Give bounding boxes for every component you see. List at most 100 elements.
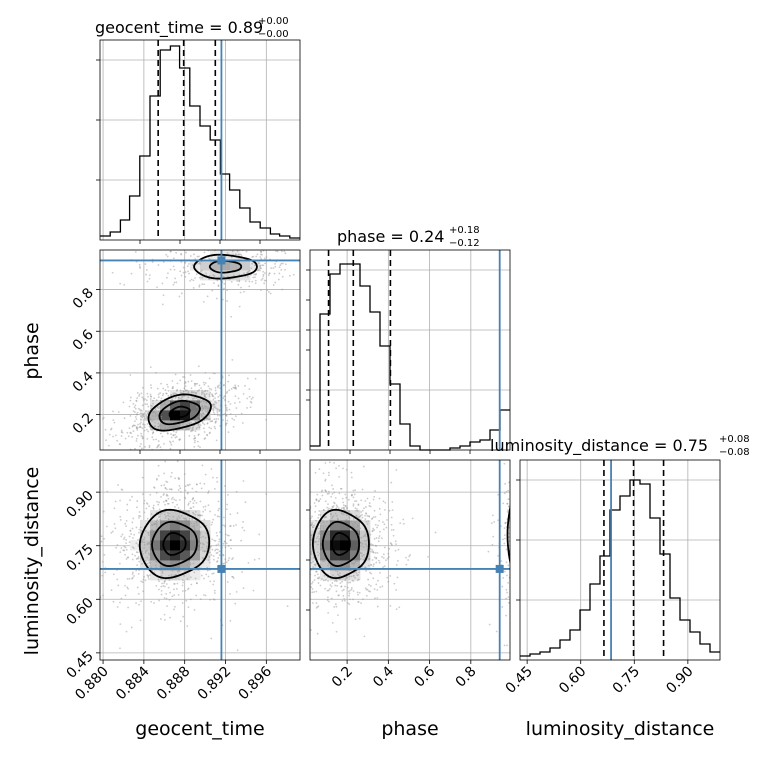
panel-geocent-time-vs-luminosity-distance-sample-point [163,597,166,599]
panel-phase-vs-luminosity-distance-sample-point [530,571,532,573]
panel-phase-vs-luminosity-distance-sample-point [387,580,390,583]
panel-geocent-time-vs-phase-sample-point [141,404,144,407]
panel-geocent-time-vs-luminosity-distance-sample-point [160,484,163,487]
panel-geocent-time-vs-phase-sample-point [129,396,132,399]
panel-geocent-time-vs-luminosity-distance-sample-point [184,589,187,592]
panel-phase-vs-luminosity-distance-sample-point [361,516,364,519]
panel-geocent-time-vs-phase-sample-point [198,415,201,418]
panel-geocent-time-vs-phase-sample-point [264,262,267,265]
panel-phase-vs-luminosity-distance-sample-point [510,561,512,563]
panel-phase-vs-luminosity-distance-sample-point [508,425,510,427]
panel-geocent-time-vs-phase-sample-point [62,421,64,423]
panel-geocent-time-vs-luminosity-distance-sample-point [180,515,183,517]
panel-phase-vs-luminosity-distance-sample-point [348,510,351,513]
panel-geocent-time-vs-luminosity-distance-sample-point [215,548,218,551]
panel-geocent-time-vs-phase-sample-point [206,389,209,392]
panel-geocent-time-vs-luminosity-distance-sample-point [235,591,238,593]
panel-geocent-time-vs-luminosity-distance-sample-point [191,525,194,528]
panel-phase-vs-luminosity-distance-sample-point [330,495,333,498]
panel-phase-vs-luminosity-distance-sample-point [296,493,298,495]
panel-phase-vs-luminosity-distance-sample-point [362,546,365,548]
panel-phase-vs-luminosity-distance-sample-point [317,582,320,584]
panel-phase-vs-luminosity-distance-sample-point [506,502,509,505]
panel-geocent-time-vs-phase-density-bin [180,400,191,411]
panel-geocent-time-vs-luminosity-distance-sample-point [197,529,200,532]
panel-geocent-time-vs-phase-sample-point [140,421,142,424]
panel-geocent-time-vs-phase-sample-point [251,280,254,283]
panel-geocent-time-vs-phase-sample-point [225,392,228,394]
panel-geocent-time-vs-phase-sample-point [154,425,157,428]
panel-geocent-time-vs-phase-contour-0-0 [168,405,191,420]
panel-phase-vs-luminosity-distance-sample-point [324,478,327,481]
panel-phase-vs-luminosity-distance-sample-point [386,518,388,521]
panel-geocent-time-vs-phase-density-bin [230,260,241,271]
panel-phase-vs-luminosity-distance-sample-point [318,552,321,555]
panel-phase-vs-luminosity-distance-sample-point [390,516,393,519]
panel-geocent-time-vs-phase-sample-point [149,395,152,398]
panel-phase-vs-luminosity-distance-sample-point [342,506,345,509]
panel-geocent-time-vs-luminosity-distance-sample-point [194,577,197,580]
panel-phase-vs-luminosity-distance-sample-point [322,555,324,558]
panel-phase-vs-luminosity-distance-sample-point [317,527,319,530]
panel-geocent-time-vs-phase-sample-point [276,250,279,253]
panel-geocent-time-vs-phase-sample-point [200,393,203,396]
panel-phase-vs-luminosity-distance-sample-point [525,559,527,561]
panel-geocent-time-vs-luminosity-distance-density-bin [160,550,171,561]
panel-phase-vs-luminosity-distance-sample-point [368,502,371,505]
panel-phase-vs-luminosity-distance-sample-point [304,497,306,499]
panel-geocent-time-vs-luminosity-distance-sample-point [112,600,115,603]
panel-geocent-time-vs-luminosity-distance-sample-point [159,513,162,515]
panel-phase-vs-luminosity-distance-sample-point [349,589,351,592]
panel-geocent-time-vs-phase-contour-1-1 [193,253,258,280]
panel-phase-vs-luminosity-distance-sample-point [328,507,330,510]
panel-geocent-time-vs-phase-truth-marker [217,256,226,265]
panel-phase-vs-luminosity-distance-sample-point [493,520,496,523]
panel-phase-vs-luminosity-distance-sample-point [343,599,346,602]
panel-geocent-time-vs-luminosity-distance-density-bin [140,550,151,561]
panel-geocent-time-vs-phase-sample-point [139,445,141,448]
panel-geocent-time-vs-luminosity-distance-sample-point [193,527,196,530]
panel-phase-vs-luminosity-distance-sample-point [338,594,340,597]
panel-phase-vs-luminosity-distance-sample-point [311,588,314,590]
panel-phase-vs-luminosity-distance-sample-point [382,521,384,523]
panel-geocent-time-vs-phase-sample-point [159,432,162,435]
panel-geocent-time-vs-luminosity-distance-sample-point [157,464,160,467]
panel-geocent-time-vs-phase-sample-point [173,281,176,284]
panel-geocent-time-vs-phase-sample-point [169,441,172,444]
panel-geocent-time-vs-luminosity-distance-sample-point [160,495,162,498]
panel-geocent-time-vs-phase-sample-point [213,413,216,416]
panel-phase-vs-luminosity-distance-sample-point [522,508,524,510]
panel-geocent-time-vs-luminosity-distance-sample-point [185,517,187,520]
panel-phase-vs-luminosity-distance-sample-point [301,515,303,517]
panel-phase-vs-luminosity-distance-sample-point [518,493,520,495]
panel-geocent-time-vs-luminosity-distance-sample-point [175,519,178,522]
panel-phase-vs-luminosity-distance-sample-point [513,576,515,578]
panel-geocent-time-vs-luminosity-distance-sample-point [153,571,156,574]
panel-geocent-time-vs-phase-sample-point [184,385,187,388]
panel-phase-vs-luminosity-distance-sample-point [331,516,334,518]
panel-phase-vs-luminosity-distance-sample-point [374,551,377,554]
panel-phase-vs-luminosity-distance-sample-point [399,522,402,525]
panel-phase-vs-luminosity-distance-sample-point [341,497,344,500]
panel-geocent-time-vs-luminosity-distance-sample-point [184,521,186,524]
panel-geocent-time-vs-phase-sample-point [265,418,268,421]
panel-phase-vs-luminosity-distance-sample-point [360,602,362,605]
panel-geocent-time-vs-luminosity-distance-sample-point [222,516,225,519]
panel-geocent-time-vs-phase-sample-point [237,397,240,400]
panel-phase-vs-luminosity-distance-sample-point [345,514,348,517]
panel-geocent-time-vs-luminosity-distance-sample-point [106,490,109,493]
panel-phase-vs-luminosity-distance-sample-point [342,513,345,516]
panel-geocent-time-vs-phase-sample-point [305,280,307,282]
panel-geocent-time-vs-phase-sample-point [180,252,183,255]
panel-phase-vs-luminosity-distance-sample-point [528,560,530,562]
panel-geocent-time-vs-phase-sample-point [157,407,160,410]
panel-phase-vs-luminosity-distance-sample-point [529,534,531,536]
panel-geocent-time-vs-luminosity-distance-sample-point [131,495,133,498]
panel-geocent-time-vs-phase-sample-point [119,443,122,446]
panel-phase-vs-luminosity-distance-sample-point [374,597,376,600]
panel-geocent-time-vs-phase-sample-point [182,422,184,425]
panel-phase-vs-luminosity-distance-sample-point [388,509,391,512]
panel-geocent-time-vs-luminosity-distance-sample-point [217,557,220,559]
panel-phase-vs-luminosity-distance-sample-point [307,503,309,505]
panel-phase-vs-luminosity-distance-sample-point [390,481,393,484]
